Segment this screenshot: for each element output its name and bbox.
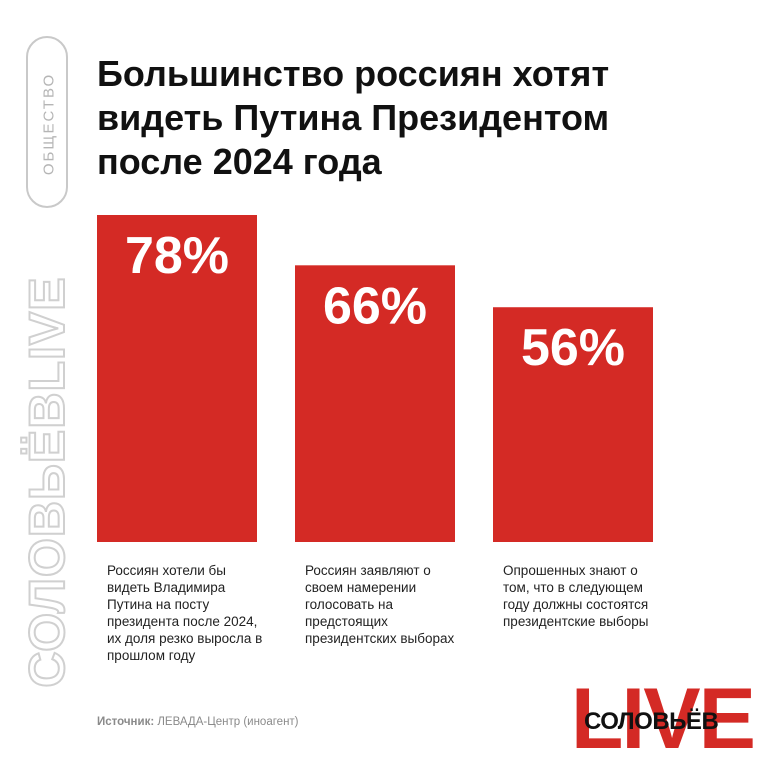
soloviev-live-logo: LIVE СОЛОВЬЁВ — [562, 676, 756, 758]
bar-3 — [493, 307, 653, 542]
bar-value-label-2: 66% — [323, 277, 427, 335]
source-note: Источник: ЛЕВАДА-Центр (иноагент) — [97, 716, 299, 728]
logo-live-text: LIVE — [570, 671, 756, 758]
bar-description-1: Россиян хотели бы видеть Владимира Путин… — [107, 563, 263, 663]
section-pill: ОБЩЕСТВО — [26, 36, 68, 208]
bar-description-2: Россиян заявляют о своем намерении голос… — [305, 563, 455, 646]
source-label: Источник: — [97, 716, 155, 728]
bar-1 — [97, 215, 257, 542]
bar-description-3: Опрошенных знают о том, что в следующем … — [503, 563, 649, 629]
chart-title: Большинство россиян хотят видеть Путина … — [97, 53, 610, 182]
bar-2 — [295, 265, 455, 542]
bar-value-label-3: 56% — [521, 319, 625, 377]
source-text: ЛЕВАДА-Центр (иноагент) — [157, 716, 299, 728]
logo-brand-text: СОЛОВЬЁВ — [584, 708, 719, 735]
bar-value-label-1: 78% — [125, 227, 229, 285]
